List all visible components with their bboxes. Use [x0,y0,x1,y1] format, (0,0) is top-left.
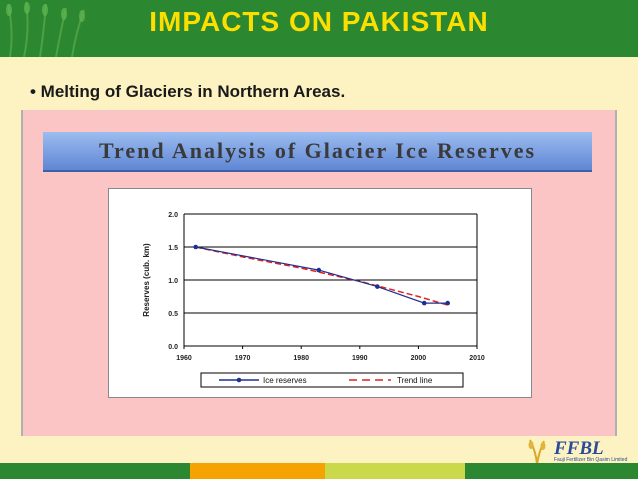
y-tick-label: 0.5 [168,311,178,318]
y-tick-label: 1.5 [168,245,178,252]
y-tick-label: 0.0 [168,344,178,351]
y-tick-label: 2.0 [168,212,178,219]
x-tick-label: 1970 [235,355,251,362]
logo-name: FFBL [554,438,604,459]
y-tick-label: 1.0 [168,278,178,285]
header-bar: IMPACTS ON PAKISTAN [0,0,638,57]
trend-line [195,246,448,306]
footer-color-strip [0,463,638,479]
y-axis-label: Reserves (cub. km) [142,243,151,317]
glacier-chart: 0.0 0.5 1.0 1.5 2.0 1960 1970 1980 1990 2000 2010 R… [108,188,532,398]
trend-banner-title: Trend Analysis of Glacier Ice Reserves [98,138,537,163]
ice-reserves-point [375,284,380,289]
x-tick-label: 1990 [352,355,368,362]
ice-reserves-point [316,267,322,273]
x-tick-label: 2000 [411,355,427,362]
trend-banner: Trend Analysis of Glacier Ice Reserves [43,132,592,172]
logo-subtitle: Fauji Fertilizer Bin Qasim Limited [554,457,628,463]
ice-reserves-point [445,300,451,306]
legend-trend-label: Trend line [397,376,433,385]
legend-box [200,372,464,388]
wheat-logo-icon [528,439,546,465]
x-tick-label: 1980 [293,355,309,362]
ice-reserves-point [193,244,199,250]
x-tick-label: 2010 [469,355,485,362]
ffbl-logo: FFBL Fauji Fertilizer Bin Qasim Limited [524,438,636,465]
slide-title: IMPACTS ON PAKISTAN [149,6,489,37]
wheat-pattern-decoration [0,0,96,57]
legend-ice-label: Ice reserves [263,376,307,385]
x-tick-label: 1960 [176,355,192,362]
ice-reserves-point [421,300,427,306]
bullet-text: • Melting of Glaciers in Northern Areas. [30,82,346,101]
legend-ice-marker [236,377,242,383]
chart-svg: 0.0 0.5 1.0 1.5 2.0 1960 1970 1980 1990 2000 2010 R… [142,212,485,388]
